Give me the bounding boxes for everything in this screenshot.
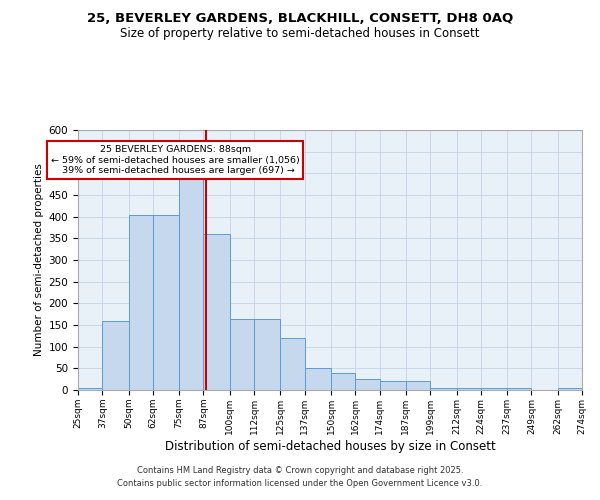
Text: 25 BEVERLEY GARDENS: 88sqm
← 59% of semi-detached houses are smaller (1,056)
  3: 25 BEVERLEY GARDENS: 88sqm ← 59% of semi… [51, 145, 299, 175]
Bar [128, 214, 153, 390]
Bar [102, 320, 128, 390]
Bar [153, 214, 179, 390]
Bar [457, 388, 481, 390]
Bar [78, 388, 102, 390]
Bar [331, 372, 355, 390]
Bar [406, 382, 430, 390]
Text: 25, BEVERLEY GARDENS, BLACKHILL, CONSETT, DH8 0AQ: 25, BEVERLEY GARDENS, BLACKHILL, CONSETT… [87, 12, 513, 26]
Bar [179, 178, 203, 390]
Bar [355, 379, 380, 390]
Bar [230, 318, 254, 390]
Bar [558, 388, 582, 390]
Text: Contains HM Land Registry data © Crown copyright and database right 2025.
Contai: Contains HM Land Registry data © Crown c… [118, 466, 482, 487]
Bar [430, 388, 457, 390]
X-axis label: Distribution of semi-detached houses by size in Consett: Distribution of semi-detached houses by … [164, 440, 496, 452]
Bar [254, 318, 280, 390]
Bar [203, 234, 230, 390]
Bar [380, 382, 406, 390]
Bar [305, 368, 331, 390]
Bar [481, 388, 507, 390]
Bar [280, 338, 305, 390]
Text: Size of property relative to semi-detached houses in Consett: Size of property relative to semi-detach… [120, 28, 480, 40]
Bar [507, 388, 532, 390]
Y-axis label: Number of semi-detached properties: Number of semi-detached properties [34, 164, 44, 356]
